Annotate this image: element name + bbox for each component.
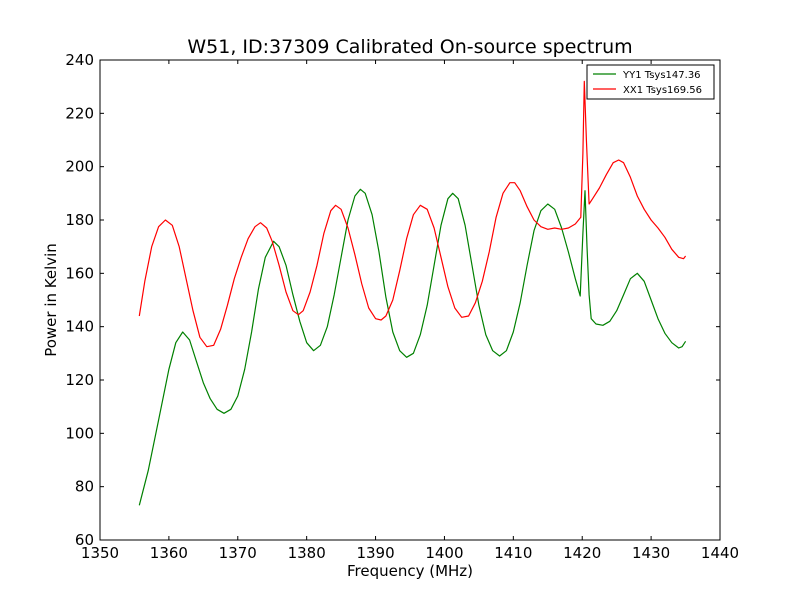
series-line-2 xyxy=(138,80,687,348)
x-tick-label: 1350 xyxy=(81,544,119,562)
y-tick-label: 200 xyxy=(65,158,94,176)
axis-ticks: 1350 1360 1370 1380 1390 1400 1410 1420 1430 1440… xyxy=(65,51,739,562)
x-tick-label: 1400 xyxy=(425,544,463,562)
legend: YY1 Tsys147.36 XX1 Tsys169.56 xyxy=(586,64,715,100)
legend-label-1: YY1 Tsys147.36 xyxy=(622,70,701,81)
x-axis-label: Frequency (MHz) xyxy=(347,562,473,580)
legend-label-2: XX1 Tsys169.56 xyxy=(623,85,702,96)
y-tick-label: 60 xyxy=(75,531,94,549)
series-line-1 xyxy=(138,188,687,506)
chart-title: W51, ID:37309 Calibrated On-source spect… xyxy=(187,36,632,58)
x-tick-label: 1430 xyxy=(632,544,670,562)
y-tick-label: 120 xyxy=(65,371,94,389)
y-tick-label: 180 xyxy=(65,211,94,229)
y-tick-label: 220 xyxy=(65,104,94,122)
x-tick-label: 1420 xyxy=(563,544,601,562)
x-tick-label: 1380 xyxy=(288,544,326,562)
x-tick-label: 1390 xyxy=(356,544,394,562)
y-tick-label: 160 xyxy=(65,264,94,282)
x-tick-label: 1360 xyxy=(150,544,188,562)
plot-area xyxy=(138,80,687,506)
y-tick-label: 80 xyxy=(75,478,94,496)
legend-box xyxy=(586,64,715,100)
x-tick-label: 1440 xyxy=(701,544,739,562)
y-tick-label: 140 xyxy=(65,318,94,336)
y-tick-label: 240 xyxy=(65,51,94,69)
x-tick-label: 1410 xyxy=(494,544,532,562)
y-tick-label: 100 xyxy=(65,424,94,442)
plot-frame xyxy=(99,59,721,541)
x-tick-label: 1370 xyxy=(219,544,257,562)
y-axis-label: Power in Kelvin xyxy=(42,243,60,357)
